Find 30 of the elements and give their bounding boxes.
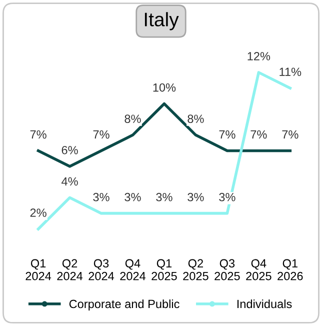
legend-label: Individuals [237,299,292,308]
data-label: 8% [188,114,204,123]
data-label: 7% [282,130,298,139]
data-label: 10% [153,83,176,92]
x-tick-label: Q4 2024 [120,259,146,280]
data-label: 2% [30,208,46,217]
data-label: 8% [124,114,141,123]
x-tick-label: Q3 2024 [88,259,114,280]
data-label: 7% [250,130,267,139]
x-tick-label: Q1 2024 [26,259,52,280]
data-label: 7% [93,130,110,139]
data-label: 6% [62,146,78,154]
legend-label: Corporate and Public [69,299,180,310]
data-label: 3% [93,192,110,202]
x-tick-label: Q1 2026 [278,259,303,280]
data-label: 3% [156,192,172,202]
x-tick-label: Q1 2025 [152,259,177,280]
data-label: 3% [219,192,236,202]
data-label: 4% [62,177,78,186]
x-tick-label: Q2 2024 [57,259,83,280]
data-label: 12% [248,52,270,60]
data-label: 7% [30,130,46,139]
x-tick-label: Q2 2025 [183,259,208,280]
data-label: 7% [219,130,236,139]
data-label: 3% [124,192,141,202]
x-tick-label: Q3 2025 [214,259,240,280]
chart-title: Italy [144,12,179,30]
x-tick-label: Q4 2025 [246,259,272,280]
data-label: 11% [280,68,302,76]
data-label: 3% [188,192,204,202]
